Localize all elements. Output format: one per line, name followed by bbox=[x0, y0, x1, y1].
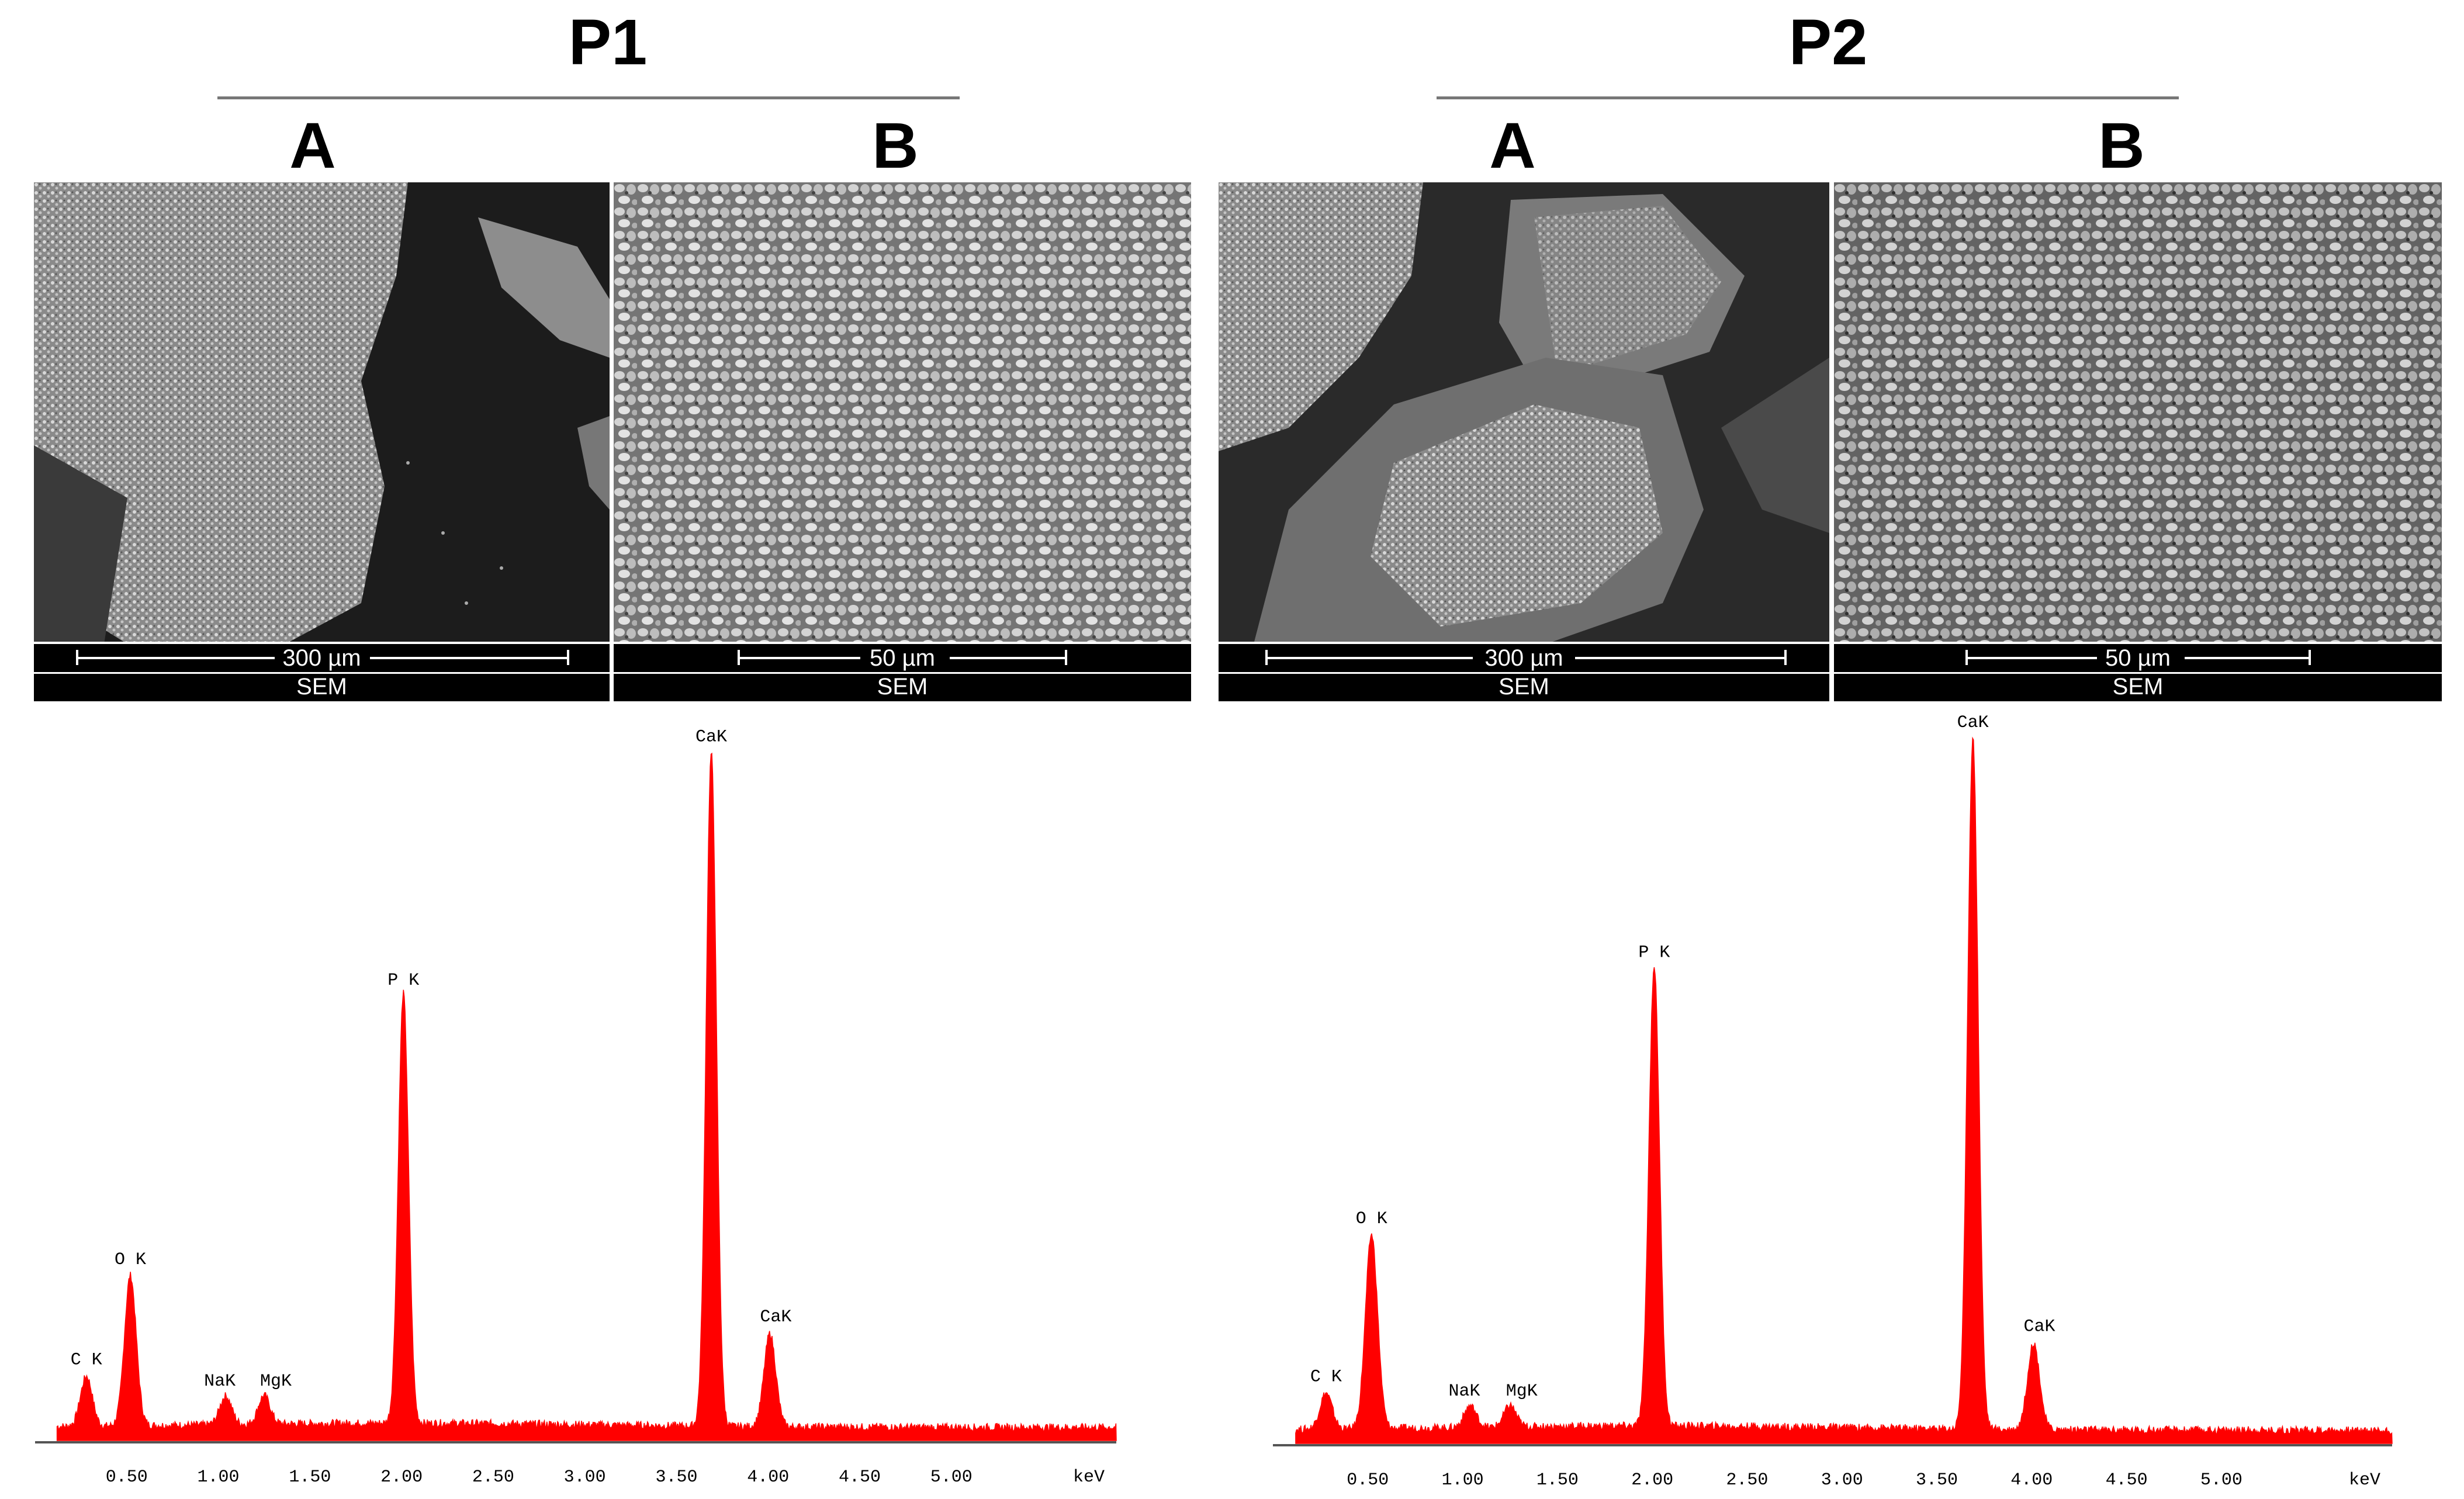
scale-bar-label: 50 µm bbox=[2105, 645, 2171, 671]
scale-bar-label: 50 µm bbox=[870, 645, 935, 671]
peak-label: CaK bbox=[1957, 713, 1989, 733]
sem-image-p1-b: 50 µm SEM bbox=[614, 182, 1191, 701]
x-tick-label: 0.50 bbox=[1347, 1470, 1389, 1490]
sem-texture bbox=[1834, 182, 2442, 644]
imaging-mode: SEM bbox=[1219, 672, 1829, 700]
sem-image-p1-a: 300 µm SEM bbox=[34, 182, 610, 701]
x-axis-unit: keV bbox=[1073, 1467, 1105, 1487]
sem-databar: 300 µm SEM bbox=[34, 642, 610, 701]
scale-bar-end bbox=[567, 650, 569, 665]
sem-texture bbox=[614, 182, 1191, 644]
x-tick-label: 4.00 bbox=[747, 1467, 789, 1487]
peak-label: CaK bbox=[2024, 1317, 2055, 1337]
spectrum-trace bbox=[56, 752, 1117, 1441]
sem-texture bbox=[1219, 182, 1829, 644]
x-tick-label: 3.50 bbox=[1916, 1470, 1958, 1490]
micrograph-label-p2-b: B bbox=[2098, 110, 2145, 182]
scale-bar bbox=[2185, 657, 2310, 659]
peak-label: NaK bbox=[1449, 1382, 1480, 1401]
peak-label: CaK bbox=[760, 1307, 791, 1327]
imaging-mode: SEM bbox=[34, 672, 610, 700]
panel-title-p1: P1 bbox=[568, 6, 648, 78]
x-axis-unit: keV bbox=[2349, 1470, 2380, 1490]
sem-image-p2-b: 50 µm SEM bbox=[1834, 182, 2442, 701]
eds-spectrum-p2: 0.50 1.00 1.50 2.00 2.50 3.00 3.50 4.00 4.50 5.00… bbox=[1232, 710, 2401, 1496]
eds-spectrum-p1: 0.50 1.00 1.50 2.00 2.50 3.00 3.50 4.00 4.50 5.00… bbox=[0, 710, 1169, 1496]
x-tick-label: 2.00 bbox=[1631, 1470, 1673, 1490]
x-tick-label: 3.00 bbox=[564, 1467, 606, 1487]
scale-bar bbox=[370, 657, 569, 659]
x-tick-label: 3.00 bbox=[1821, 1470, 1863, 1490]
panel-title-p2: P2 bbox=[1788, 6, 1868, 78]
peak-label: C K bbox=[1310, 1367, 1342, 1387]
peak-label: P K bbox=[387, 971, 419, 991]
spectrum-trace bbox=[1295, 736, 2393, 1444]
scale-bar bbox=[1265, 657, 1473, 659]
sem-texture bbox=[34, 182, 610, 644]
eds-spectrum-chart: 0.50 1.00 1.50 2.00 2.50 3.00 3.50 4.00 4.50 5.00… bbox=[35, 728, 1117, 1487]
scale-bar-label: 300 µm bbox=[282, 645, 361, 671]
scale-bar-end bbox=[2309, 650, 2311, 665]
scale-bar bbox=[738, 657, 860, 659]
x-tick-label: 5.00 bbox=[2200, 1470, 2242, 1490]
scale-bar-end bbox=[1784, 650, 1787, 665]
scale-bar bbox=[1575, 657, 1785, 659]
peak-label: C K bbox=[71, 1350, 102, 1370]
scale-bar bbox=[1965, 657, 2097, 659]
x-tick-label: 1.50 bbox=[289, 1467, 331, 1487]
peak-label: O K bbox=[1356, 1209, 1387, 1229]
x-tick-label: 3.50 bbox=[655, 1467, 697, 1487]
peak-label: CaK bbox=[695, 728, 727, 747]
peak-label: O K bbox=[115, 1250, 146, 1270]
x-tick-label: 4.00 bbox=[2010, 1470, 2053, 1490]
x-tick-label: 5.00 bbox=[930, 1467, 973, 1487]
sem-databar: 50 µm SEM bbox=[1834, 642, 2442, 701]
x-tick-label: 4.50 bbox=[839, 1467, 881, 1487]
x-tick-label: 1.00 bbox=[198, 1467, 240, 1487]
imaging-mode: SEM bbox=[614, 672, 1191, 700]
peak-label: NaK bbox=[204, 1372, 236, 1391]
scale-bar-label: 300 µm bbox=[1484, 645, 1563, 671]
x-tick-label: 4.50 bbox=[2106, 1470, 2148, 1490]
panel-divider-p2 bbox=[1437, 96, 2179, 99]
scale-bar-end bbox=[1065, 650, 1067, 665]
micrograph-label-p1-b: B bbox=[872, 110, 919, 182]
micrograph-label-p2-a: A bbox=[1489, 110, 1536, 182]
x-tick-label: 2.00 bbox=[380, 1467, 423, 1487]
sem-image-p2-a: 300 µm SEM bbox=[1219, 182, 1829, 701]
x-tick-label: 2.50 bbox=[1726, 1470, 1768, 1490]
x-tick-label: 2.50 bbox=[472, 1467, 514, 1487]
peak-label: MgK bbox=[1506, 1382, 1538, 1401]
sem-databar: 50 µm SEM bbox=[614, 642, 1191, 701]
x-tick-label: 1.00 bbox=[1442, 1470, 1484, 1490]
panel-divider-p1 bbox=[217, 96, 960, 99]
eds-spectrum-chart: 0.50 1.00 1.50 2.00 2.50 3.00 3.50 4.00 4.50 5.00… bbox=[1273, 713, 2393, 1490]
peak-label: MgK bbox=[260, 1372, 292, 1391]
sem-databar: 300 µm SEM bbox=[1219, 642, 1829, 701]
micrograph-label-p1-a: A bbox=[289, 110, 336, 182]
scale-bar bbox=[76, 657, 275, 659]
x-tick-label: 0.50 bbox=[106, 1467, 148, 1487]
peak-label: P K bbox=[1638, 943, 1670, 963]
imaging-mode: SEM bbox=[1834, 672, 2442, 700]
scale-bar bbox=[950, 657, 1067, 659]
x-tick-label: 1.50 bbox=[1536, 1470, 1579, 1490]
